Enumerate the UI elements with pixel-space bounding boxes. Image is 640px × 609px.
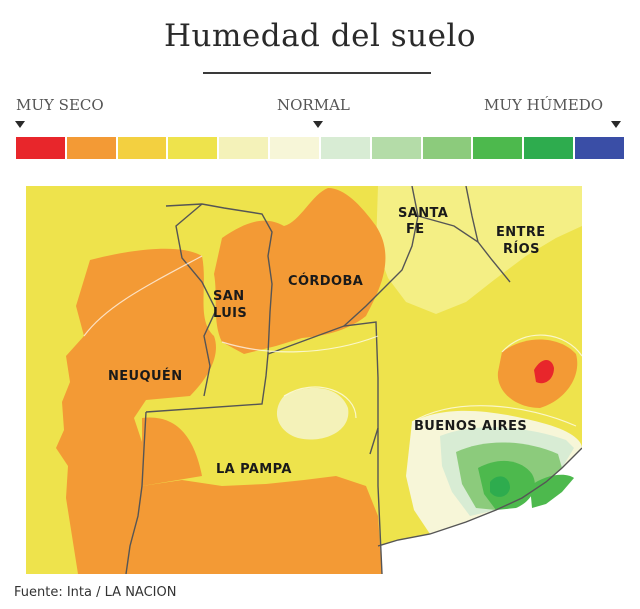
zone-dry-neuquen	[56, 248, 216, 574]
map-title: Humedad del suelo	[163, 18, 477, 54]
legend-swatch	[168, 137, 218, 159]
legend-label-very-dry: MUY SECO	[16, 96, 104, 114]
legend-swatch	[473, 137, 523, 159]
label-santa-fe-line2: FE	[406, 222, 425, 237]
zone-very-wet-core	[490, 476, 510, 497]
legend-swatch	[117, 137, 167, 159]
label-buenos-aires: BUENOS AIRES	[414, 419, 527, 434]
legend-swatch	[66, 137, 116, 159]
legend-color-scale	[16, 137, 624, 159]
label-san-luis-line1: SAN	[213, 289, 245, 304]
moisture-isolines	[83, 255, 582, 427]
legend-marker-normal	[313, 121, 323, 128]
legend-swatch	[219, 137, 269, 159]
zone-normal-la-pampa	[276, 387, 349, 440]
label-neuquen: NEUQUÉN	[108, 368, 182, 384]
legend-label-very-wet: MUY HÚMEDO	[484, 96, 604, 114]
legend-swatch	[575, 137, 624, 159]
legend-swatch	[16, 137, 65, 159]
legend-swatch	[320, 137, 370, 159]
soil-moisture-map: SANTA FE ENTRE RÍOS CÓRDOBA SAN LUIS NEU…	[26, 186, 582, 574]
legend-swatch	[371, 137, 421, 159]
legend-marker-very-wet	[611, 121, 621, 128]
label-san-luis-line2: LUIS	[213, 306, 247, 321]
zone-dry-pampa-west	[142, 417, 202, 486]
legend-swatch	[270, 137, 319, 159]
zone-dry-cordoba	[214, 188, 386, 354]
label-la-pampa: LA PAMPA	[216, 462, 292, 477]
label-cordoba: CÓRDOBA	[288, 273, 363, 289]
title-divider	[203, 72, 431, 74]
map-outline	[377, 447, 582, 547]
legend-swatch	[422, 137, 472, 159]
label-santa-fe-line1: SANTA	[398, 206, 448, 221]
zone-dry-la-pampa	[126, 476, 382, 574]
label-entre-rios-line2: RÍOS	[503, 241, 540, 257]
legend-label-normal: NORMAL	[277, 96, 350, 114]
label-entre-rios-line1: ENTRE	[496, 225, 546, 240]
source-credit: Fuente: Inta / LA NACION	[14, 585, 177, 600]
zone-wet-east	[530, 474, 574, 508]
legend-marker-very-dry	[15, 121, 25, 128]
zone-very-dry-core	[534, 360, 554, 384]
legend-swatch	[524, 137, 574, 159]
